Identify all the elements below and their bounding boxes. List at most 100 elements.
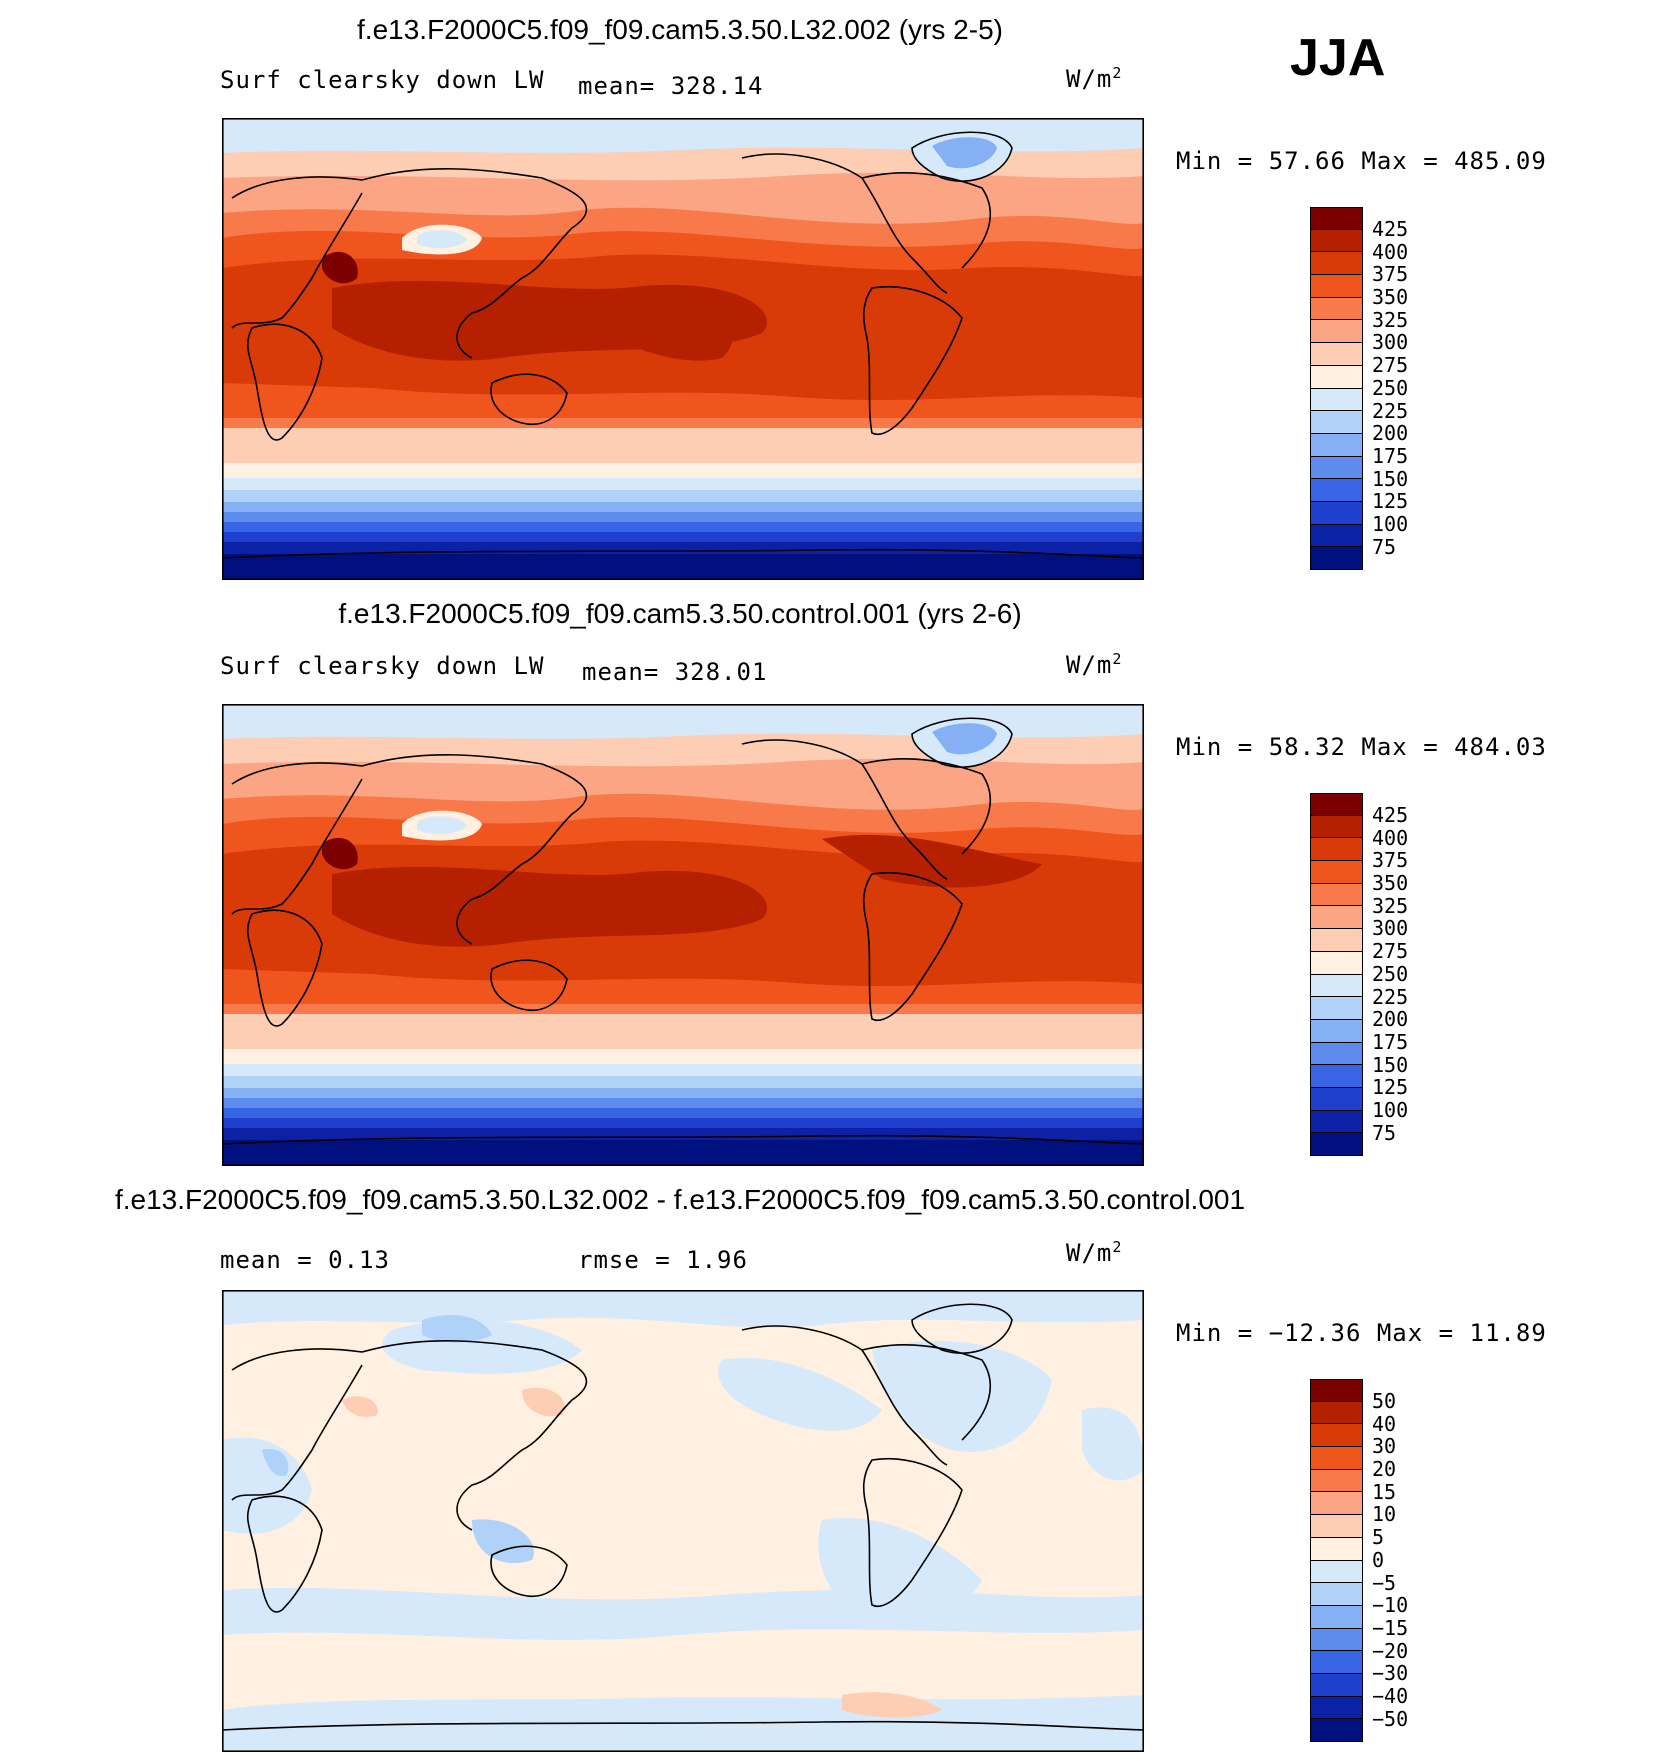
panel-2-title: f.e13.F2000C5.f09_f09.cam5.3.50.control.… [338, 598, 1022, 629]
panel-3-map [222, 1290, 1144, 1752]
panel-2-colorbar-swatch-0 [1310, 793, 1363, 816]
panel-3-colorbar-swatch-14 [1310, 1696, 1363, 1720]
panel-2-colorbar-label: 125 [1372, 1075, 1409, 1100]
panel-1-colorbar-swatch-15 [1310, 547, 1363, 570]
panel-3-units: W/m2 [1066, 1238, 1123, 1267]
panel-2-colorbar-label: 300 [1372, 916, 1409, 941]
panel-3-colorbar-label: 5 [1372, 1525, 1385, 1550]
panel-2-colorbar-swatch-6 [1310, 929, 1363, 952]
panel-1-colorbar-label: 200 [1372, 421, 1409, 446]
panel-1-colorbar-label: 375 [1372, 262, 1409, 287]
panel-3-colorbar-swatch-12 [1310, 1651, 1363, 1674]
panel-1-colorbar-label: 350 [1372, 285, 1409, 310]
panel-3-colorbar-swatch-1 [1310, 1401, 1363, 1425]
panel-2-colorbar-swatch-14 [1310, 1110, 1363, 1134]
panel-1-colorbar-label: 75 [1372, 534, 1397, 559]
panel-3-colorbar [1310, 1379, 1363, 1742]
panel-3-colorbar-label: 10 [1372, 1502, 1397, 1527]
panel-1-colorbar-label: 300 [1372, 330, 1409, 355]
panel-3-mean: mean = 0.13 [220, 1246, 390, 1274]
panel-2-colorbar-swatch-12 [1310, 1065, 1363, 1088]
panel-2-colorbar-swatch-15 [1310, 1133, 1363, 1156]
panel-1-colorbar-swatch-8 [1310, 388, 1363, 412]
panel-3-coastlines [222, 1303, 1144, 1731]
panel-3-colorbar-label: −20 [1372, 1638, 1409, 1663]
panel-1-colorbar-label: 100 [1372, 511, 1409, 536]
panel-2-colorbar-swatch-1 [1310, 815, 1363, 839]
panel-1-colorbar-label: 175 [1372, 443, 1409, 468]
panel-2-colorbar-label: 350 [1372, 871, 1409, 896]
panel-2-colorbar-swatch-8 [1310, 974, 1363, 998]
panel-3-minmax: Min = −12.36 Max = 11.89 [1176, 1319, 1547, 1347]
panel-1-minmax: Min = 57.66 Max = 485.09 [1176, 147, 1547, 175]
panel-3-colorbar-label: 30 [1372, 1434, 1397, 1459]
panel-3-colorbar-swatch-2 [1310, 1424, 1363, 1448]
panel-2-colorbar-label: 275 [1372, 939, 1409, 964]
panel-2-units: W/m2 [1066, 650, 1123, 679]
panel-1-colorbar-swatch-14 [1310, 524, 1363, 548]
panel-3-colorbar-swatch-5 [1310, 1492, 1363, 1516]
panel-2-colorbar [1310, 793, 1363, 1156]
panel-3-colorbar-swatch-9 [1310, 1583, 1363, 1606]
panel-3-colorbar-swatch-0 [1310, 1379, 1363, 1402]
panel-1-colorbar-swatch-2 [1310, 252, 1363, 276]
panel-2-minmax: Min = 58.32 Max = 484.03 [1176, 733, 1547, 761]
panel-2-colorbar-swatch-4 [1310, 883, 1363, 907]
panel-3-colorbar-swatch-8 [1310, 1560, 1363, 1584]
panel-2-colorbar-label: 400 [1372, 825, 1409, 850]
panel-3-colorbar-label: 40 [1372, 1411, 1397, 1436]
panel-2-colorbar-label: 425 [1372, 803, 1409, 827]
season-label: JJA [1290, 29, 1386, 87]
panel-1-colorbar-label: 425 [1372, 217, 1409, 241]
panel-1-colorbar-swatch-12 [1310, 479, 1363, 502]
panel-3-colorbar-label: −15 [1372, 1615, 1409, 1640]
panel-2-coastlines [222, 717, 1144, 1145]
panel-2-colorbar-label: 325 [1372, 893, 1409, 918]
panel-3-colorbar-labels: 50 40 30 20 15 10 5 0 −5 −10 −15 −20 −30… [1372, 1390, 1408, 1730]
panel-1-colorbar-label: 325 [1372, 307, 1409, 332]
panel-2-colorbar-labels: 425 400 375 350 325 300 275 250 225 200 … [1372, 804, 1408, 1144]
panel-1-colorbar-label: 400 [1372, 239, 1409, 264]
panel-1-colorbar-swatch-3 [1310, 275, 1363, 298]
panel-3-colorbar-swatch-15 [1310, 1719, 1363, 1742]
panel-3-colorbar-swatch-10 [1310, 1605, 1363, 1629]
panel-1-title: f.e13.F2000C5.f09_f09.cam5.3.50.L32.002 … [357, 14, 1003, 45]
panel-2-colorbar-label: 225 [1372, 984, 1409, 1009]
panel-2-colorbar-label: 75 [1372, 1120, 1397, 1145]
panel-2-mean: mean= 328.01 [582, 658, 768, 686]
panel-2-map [222, 704, 1144, 1166]
panel-1-colorbar-swatch-7 [1310, 365, 1363, 389]
panel-2-colorbar-label: 175 [1372, 1029, 1409, 1054]
panel-3-colorbar-swatch-13 [1310, 1673, 1363, 1697]
panel-2-colorbar-label: 375 [1372, 848, 1409, 873]
panel-2-colorbar-label: 100 [1372, 1097, 1409, 1122]
panel-1-colorbar-label: 250 [1372, 375, 1409, 400]
panel-1-coastlines [222, 131, 1144, 559]
panel-3-colorbar-swatch-6 [1310, 1515, 1363, 1538]
panel-3-colorbar-swatch-7 [1310, 1537, 1363, 1561]
panel-1-colorbar-label: 275 [1372, 353, 1409, 378]
panel-3-colorbar-swatch-11 [1310, 1628, 1363, 1652]
panel-1-colorbar [1310, 207, 1363, 570]
panel-1-variable: Surf clearsky down LW [220, 66, 545, 94]
panel-2-colorbar-swatch-7 [1310, 951, 1363, 975]
panel-3-colorbar-swatch-4 [1310, 1469, 1363, 1493]
panel-2-colorbar-label: 200 [1372, 1007, 1409, 1032]
panel-2-colorbar-label: 150 [1372, 1052, 1409, 1077]
panel-2-colorbar-swatch-13 [1310, 1087, 1363, 1111]
panel-1-colorbar-swatch-4 [1310, 297, 1363, 321]
panel-2-colorbar-swatch-5 [1310, 906, 1363, 930]
panel-2-colorbar-swatch-3 [1310, 861, 1363, 884]
panel-1-mean: mean= 328.14 [578, 72, 764, 100]
panel-2-colorbar-label: 250 [1372, 961, 1409, 986]
panel-2-colorbar-swatch-10 [1310, 1019, 1363, 1043]
panel-2-variable: Surf clearsky down LW [220, 652, 545, 680]
panel-3-colorbar-label: −10 [1372, 1593, 1409, 1618]
panel-1-colorbar-label: 125 [1372, 489, 1409, 514]
panel-2-colorbar-swatch-2 [1310, 838, 1363, 862]
panel-1-colorbar-swatch-11 [1310, 456, 1363, 480]
panel-3-colorbar-label: −40 [1372, 1683, 1409, 1708]
panel-1-colorbar-swatch-1 [1310, 229, 1363, 253]
panel-2-colorbar-swatch-11 [1310, 1042, 1363, 1066]
panel-1-colorbar-label: 225 [1372, 398, 1409, 423]
